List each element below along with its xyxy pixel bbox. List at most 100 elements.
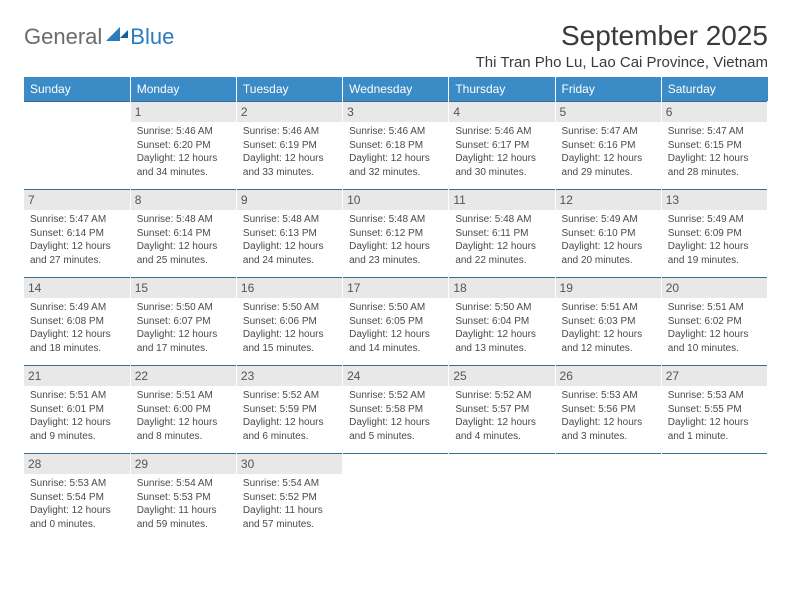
day-number: 9 (237, 190, 342, 210)
daylight-line: Daylight: 12 hours (30, 328, 124, 342)
daylight-line: and 1 minute. (668, 430, 761, 444)
calendar-cell: 2Sunrise: 5:46 AMSunset: 6:19 PMDaylight… (236, 102, 342, 190)
daylight-line: and 14 minutes. (349, 342, 442, 356)
day-number: 11 (449, 190, 554, 210)
sunrise-line: Sunrise: 5:48 AM (455, 213, 548, 227)
sunrise-line: Sunrise: 5:54 AM (243, 477, 336, 491)
calendar-cell: 20Sunrise: 5:51 AMSunset: 6:02 PMDayligh… (661, 278, 767, 366)
weekday-header: Monday (130, 77, 236, 102)
daylight-line: Daylight: 11 hours (243, 504, 336, 518)
day-number: 21 (24, 366, 130, 386)
calendar-cell: 4Sunrise: 5:46 AMSunset: 6:17 PMDaylight… (449, 102, 555, 190)
sunset-line: Sunset: 6:15 PM (668, 139, 761, 153)
sunrise-line: Sunrise: 5:53 AM (30, 477, 124, 491)
calendar-cell: 7Sunrise: 5:47 AMSunset: 6:14 PMDaylight… (24, 190, 130, 278)
day-number: 7 (24, 190, 130, 210)
day-number: 16 (237, 278, 342, 298)
sunrise-line: Sunrise: 5:52 AM (455, 389, 548, 403)
day-number: 17 (343, 278, 448, 298)
month-title: September 2025 (476, 20, 768, 52)
calendar-cell (661, 454, 767, 542)
sunrise-line: Sunrise: 5:46 AM (243, 125, 336, 139)
daylight-line: and 28 minutes. (668, 166, 761, 180)
sunrise-line: Sunrise: 5:53 AM (668, 389, 761, 403)
day-number: 13 (662, 190, 767, 210)
daylight-line: and 57 minutes. (243, 518, 336, 532)
calendar-cell (555, 454, 661, 542)
daylight-line: and 18 minutes. (30, 342, 124, 356)
calendar-cell: 29Sunrise: 5:54 AMSunset: 5:53 PMDayligh… (130, 454, 236, 542)
day-number: 10 (343, 190, 448, 210)
daylight-line: Daylight: 12 hours (30, 416, 124, 430)
daylight-line: Daylight: 12 hours (349, 240, 442, 254)
sunset-line: Sunset: 6:05 PM (349, 315, 442, 329)
daylight-line: and 23 minutes. (349, 254, 442, 268)
day-number: 20 (662, 278, 767, 298)
daylight-line: Daylight: 12 hours (349, 416, 442, 430)
daylight-line: and 19 minutes. (668, 254, 761, 268)
calendar-cell: 12Sunrise: 5:49 AMSunset: 6:10 PMDayligh… (555, 190, 661, 278)
daylight-line: and 30 minutes. (455, 166, 548, 180)
daylight-line: Daylight: 12 hours (455, 240, 548, 254)
daylight-line: and 25 minutes. (137, 254, 230, 268)
sunrise-line: Sunrise: 5:50 AM (349, 301, 442, 315)
sunrise-line: Sunrise: 5:47 AM (562, 125, 655, 139)
calendar-cell: 24Sunrise: 5:52 AMSunset: 5:58 PMDayligh… (343, 366, 449, 454)
calendar-cell: 21 Sunrise: 5:51 AMSunset: 6:01 PMDayligh… (24, 366, 130, 454)
sunrise-line: Sunrise: 5:50 AM (137, 301, 230, 315)
calendar-table: Sunday Monday Tuesday Wednesday Thursday… (24, 77, 768, 542)
daylight-line: Daylight: 12 hours (243, 416, 336, 430)
sunset-line: Sunset: 6:12 PM (349, 227, 442, 241)
calendar-cell (449, 454, 555, 542)
sunset-line: Sunset: 5:55 PM (668, 403, 761, 417)
daylight-line: and 6 minutes. (243, 430, 336, 444)
daylight-line: Daylight: 12 hours (562, 152, 655, 166)
calendar-cell: 14Sunrise: 5:49 AMSunset: 6:08 PMDayligh… (24, 278, 130, 366)
daylight-line: Daylight: 12 hours (455, 152, 548, 166)
daylight-line: Daylight: 12 hours (668, 328, 761, 342)
sunset-line: Sunset: 6:11 PM (455, 227, 548, 241)
daylight-line: Daylight: 12 hours (243, 328, 336, 342)
calendar-cell: 10Sunrise: 5:48 AMSunset: 6:12 PMDayligh… (343, 190, 449, 278)
daylight-line: Daylight: 12 hours (30, 504, 124, 518)
calendar-row: 7 Sunrise: 5:47 AMSunset: 6:14 PM Daylight… (24, 190, 768, 278)
day-number: 14 (24, 278, 130, 298)
sunrise-line: Sunrise: 5:51 AM (30, 389, 124, 403)
calendar-cell: 23Sunrise: 5:52 AMSunset: 5:59 PMDayligh… (236, 366, 342, 454)
sunrise-line: Sunrise: 5:47 AM (30, 213, 124, 227)
sunset-line: Sunset: 6:01 PM (30, 403, 124, 417)
day-number: 29 (131, 454, 236, 474)
sunset-line: Sunset: 6:14 PM (30, 227, 124, 241)
weekday-header-row: Sunday Monday Tuesday Wednesday Thursday… (24, 77, 768, 102)
sunrise-line: Sunrise: 5:51 AM (668, 301, 761, 315)
daylight-line: Daylight: 12 hours (137, 328, 230, 342)
calendar-cell: 18Sunrise: 5:50 AMSunset: 6:04 PMDayligh… (449, 278, 555, 366)
day-number: 1 (131, 102, 236, 122)
sunset-line: Sunset: 6:09 PM (668, 227, 761, 241)
calendar-row: 21Sunrise: 5:51 AMSunset: 6:01 PMDayligh… (24, 366, 768, 454)
daylight-line: Daylight: 12 hours (562, 240, 655, 254)
day-number: 27 (662, 366, 767, 386)
title-block: September 2025 Thi Tran Pho Lu, Lao Cai … (476, 20, 768, 71)
daylight-line: and 20 minutes. (562, 254, 655, 268)
calendar-cell: 30Sunrise: 5:54 AMSunset: 5:52 PMDayligh… (236, 454, 342, 542)
sunset-line: Sunset: 6:03 PM (562, 315, 655, 329)
weekday-header: Sunday (24, 77, 130, 102)
calendar-cell: 19Sunrise: 5:51 AMSunset: 6:03 PMDayligh… (555, 278, 661, 366)
daylight-line: Daylight: 12 hours (137, 416, 230, 430)
calendar-cell: 25Sunrise: 5:52 AMSunset: 5:57 PMDayligh… (449, 366, 555, 454)
logo-text-blue: Blue (130, 24, 174, 50)
day-number: 19 (556, 278, 661, 298)
day-number: 3 (343, 102, 448, 122)
daylight-line: and 3 minutes. (562, 430, 655, 444)
daylight-line: Daylight: 12 hours (562, 416, 655, 430)
sunset-line: Sunset: 5:56 PM (562, 403, 655, 417)
calendar-cell: 13Sunrise: 5:49 AMSunset: 6:09 PMDayligh… (661, 190, 767, 278)
sunset-line: Sunset: 6:19 PM (243, 139, 336, 153)
calendar-cell: 5Sunrise: 5:47 AMSunset: 6:16 PMDaylight… (555, 102, 661, 190)
sunrise-line: Sunrise: 5:48 AM (137, 213, 230, 227)
daylight-line: Daylight: 12 hours (668, 240, 761, 254)
calendar-cell: 28Sunrise: 5:53 AMSunset: 5:54 PMDayligh… (24, 454, 130, 542)
sunrise-line: Sunrise: 5:50 AM (243, 301, 336, 315)
day-number: 6 (662, 102, 767, 122)
